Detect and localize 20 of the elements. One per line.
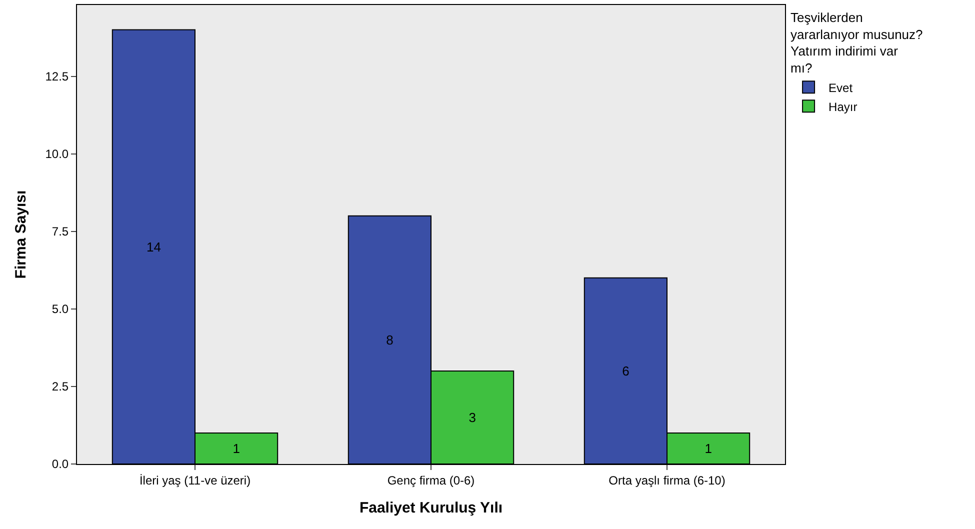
legend-label: Hayır (828, 100, 858, 114)
x-tick-label: Genç firma (0-6) (387, 473, 475, 488)
x-tick-label: İleri yaş (11-ve üzeri) (139, 473, 251, 488)
y-axis-title: Firma Sayısı (12, 190, 30, 279)
y-tick-label: 0.0 (52, 457, 69, 472)
data-label: 3 (468, 410, 476, 425)
y-tick-label: 10.0 (45, 147, 69, 162)
y-tick-label: 5.0 (52, 302, 69, 316)
x-axis-title: Faaliyet Kuruluş Yılı (359, 499, 503, 516)
data-label: 6 (622, 363, 630, 378)
data-label: 14 (146, 239, 161, 254)
data-label: 1 (704, 440, 712, 456)
y-tick-label: 12.5 (45, 70, 69, 84)
data-label: 1 (232, 440, 240, 456)
legend-label: Evet (828, 80, 854, 95)
legend-title: Teşviklerden yararlanıyor musunuz? Yatırım indirimi var mı? (790, 10, 923, 76)
data-label: 8 (386, 332, 394, 348)
y-tick-label: 2.5 (52, 380, 69, 394)
y-tick-label: 7.5 (52, 224, 69, 239)
x-tick-label: Orta yaşlı firma (6-10) (608, 473, 726, 488)
